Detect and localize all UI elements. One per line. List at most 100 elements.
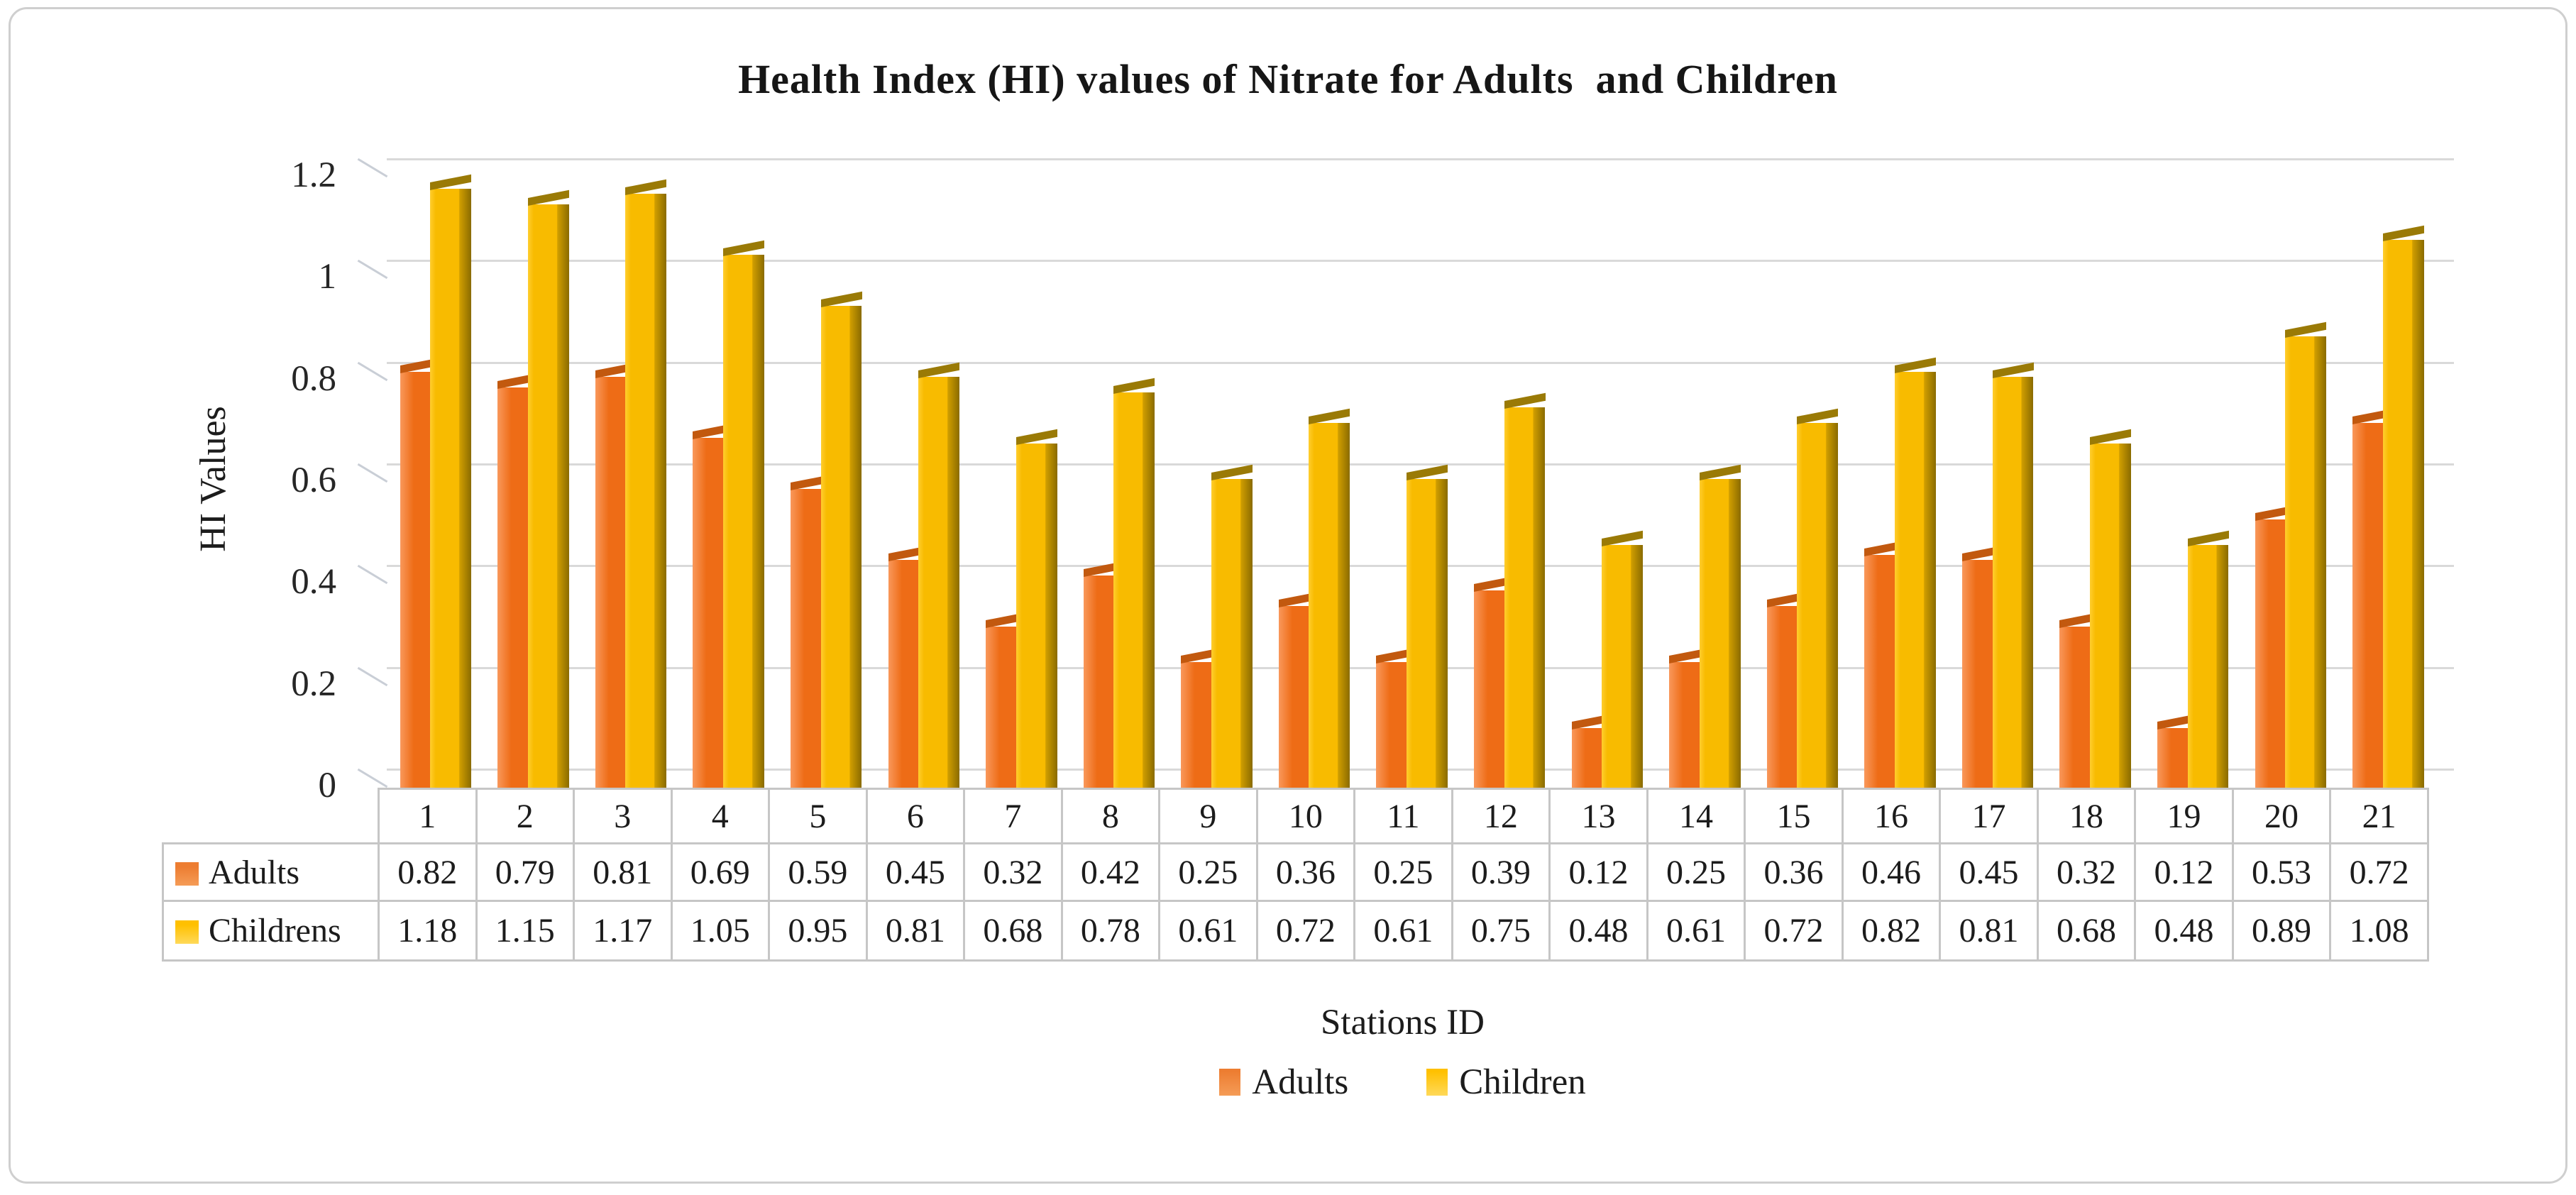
- bar-adults-station-8: [1083, 563, 1114, 789]
- bar-top-face: [2059, 614, 2091, 628]
- bar-top-face: [1669, 649, 1700, 663]
- bar-children-station-12: [1504, 392, 1546, 789]
- bar-top-face: [1083, 563, 1114, 577]
- station-17-bar-group: [1939, 142, 2037, 789]
- station-4-bar-group: [671, 142, 769, 789]
- bar-adults-station-9: [1181, 649, 1211, 789]
- bar-adults-station-18: [2059, 614, 2091, 789]
- station-16-bar-group: [1842, 142, 1940, 789]
- station-id-cell: 20: [2231, 788, 2332, 844]
- bar-top-face: [1766, 593, 1798, 607]
- bar-children-station-21: [2382, 225, 2424, 789]
- station-id-cell: 5: [768, 788, 868, 844]
- gridline-1: [357, 260, 2454, 280]
- bar-adults-station-21: [2352, 410, 2383, 789]
- bar-top-face: [1113, 378, 1155, 394]
- bar-children-station-4: [723, 240, 764, 789]
- x-axis-label: Stations ID: [1321, 1003, 1485, 1042]
- value-cell-adults: 0.53: [2231, 842, 2332, 902]
- value-cell-childrens: 1.17: [573, 900, 673, 962]
- station-id-cell: 19: [2134, 788, 2234, 844]
- table-row-header-childrens: Childrens: [162, 900, 380, 962]
- bar-top-face: [790, 476, 821, 490]
- value-cell-childrens: 0.78: [1060, 900, 1161, 962]
- bar-top-face: [1376, 649, 1407, 663]
- gridline-0.8: [357, 361, 2454, 381]
- bar-children-station-14: [1699, 464, 1741, 789]
- bar-top-face: [2090, 429, 2131, 445]
- value-cell-childrens: 1.08: [2329, 900, 2429, 962]
- value-cell-adults: 0.45: [1939, 842, 2039, 902]
- row-header-label: Childrens: [209, 912, 341, 949]
- bar-adults-station-17: [1961, 547, 1993, 789]
- bar-adults-station-6: [888, 547, 919, 789]
- value-cell-adults: 0.25: [1158, 842, 1258, 902]
- station-id-cell: 1: [378, 788, 478, 844]
- value-cell-childrens: 0.48: [1548, 900, 1648, 962]
- value-cell-childrens: 0.61: [1646, 900, 1746, 962]
- bar-top-face: [1309, 408, 1350, 424]
- y-tick-label: 1.2: [291, 155, 336, 196]
- station-id-cell: 11: [1353, 788, 1453, 844]
- station-2-bar-group: [475, 142, 573, 789]
- value-cell-adults: 0.46: [1841, 842, 1942, 902]
- bar-top-face: [2187, 530, 2229, 546]
- value-cell-childrens: 0.89: [2231, 900, 2332, 962]
- station-11-bar-group: [1354, 142, 1452, 789]
- value-cell-childrens: 0.61: [1158, 900, 1258, 962]
- station-7-bar-group: [963, 142, 1061, 789]
- station-15-bar-group: [1744, 142, 1842, 789]
- bar-adults-station-3: [595, 364, 626, 789]
- bar-adults-station-2: [497, 375, 528, 789]
- bar-children-station-16: [1894, 357, 1936, 789]
- value-cell-adults: 0.81: [573, 842, 673, 902]
- value-cell-childrens: 1.05: [670, 900, 771, 962]
- bar-adults-station-16: [1864, 542, 1895, 789]
- station-14-bar-group: [1647, 142, 1745, 789]
- y-tick-label: 1: [318, 257, 337, 297]
- station-id-cell: 13: [1548, 788, 1648, 844]
- bar-adults-station-5: [790, 476, 821, 789]
- value-cell-adults: 0.32: [963, 842, 1063, 902]
- bar-top-face: [1894, 357, 1936, 373]
- station-id-cell: 10: [1255, 788, 1356, 844]
- bar-adults-station-11: [1376, 649, 1407, 789]
- value-cell-childrens: 0.68: [963, 900, 1063, 962]
- bar-top-face: [2157, 715, 2188, 729]
- station-13-bar-group: [1549, 142, 1647, 789]
- value-cell-adults: 0.59: [768, 842, 868, 902]
- bar-adults-station-19: [2157, 715, 2188, 789]
- bar-top-face: [1571, 715, 1602, 729]
- station-3-bar-group: [573, 142, 671, 789]
- value-cell-adults: 0.32: [2036, 842, 2137, 902]
- legend-label-adults: Adults: [1252, 1062, 1349, 1102]
- value-cell-adults: 0.25: [1353, 842, 1453, 902]
- value-cell-adults: 0.79: [475, 842, 576, 902]
- station-id-cell: 7: [963, 788, 1063, 844]
- data-table: 1 2 3 4 5 6 7 8 9 10 11 12 13 14 15 16 17 18 19 20 21 Adults 0…: [162, 788, 2429, 962]
- value-cell-childrens: 0.75: [1451, 900, 1551, 962]
- value-cell-adults: 0.42: [1060, 842, 1161, 902]
- station-18-bar-group: [2037, 142, 2135, 789]
- legend-item-adults: Adults: [1219, 1062, 1348, 1103]
- bar-children-station-18: [2090, 429, 2131, 789]
- bar-adults-station-15: [1766, 593, 1798, 789]
- bar-top-face: [723, 240, 764, 256]
- value-cell-childrens: 1.18: [378, 900, 478, 962]
- bar-top-face: [2255, 507, 2286, 521]
- bar-children-station-17: [1992, 362, 2034, 789]
- bar-children-station-15: [1797, 408, 1839, 789]
- bar-children-station-5: [820, 291, 862, 789]
- station-12-bar-group: [1451, 142, 1549, 789]
- station-id-cell: 9: [1158, 788, 1258, 844]
- bar-children-station-8: [1113, 378, 1155, 789]
- station-id-cell: 21: [2329, 788, 2429, 844]
- bar-children-station-6: [918, 362, 959, 789]
- value-cell-adults: 0.39: [1451, 842, 1551, 902]
- station-21-bar-group: [2330, 142, 2428, 789]
- bar-children-station-13: [1602, 530, 1643, 789]
- y-tick-label: 0.4: [291, 562, 336, 602]
- table-row-header-adults: Adults: [162, 842, 380, 902]
- bar-adults-station-13: [1571, 715, 1602, 789]
- bar-top-face: [1602, 530, 1643, 546]
